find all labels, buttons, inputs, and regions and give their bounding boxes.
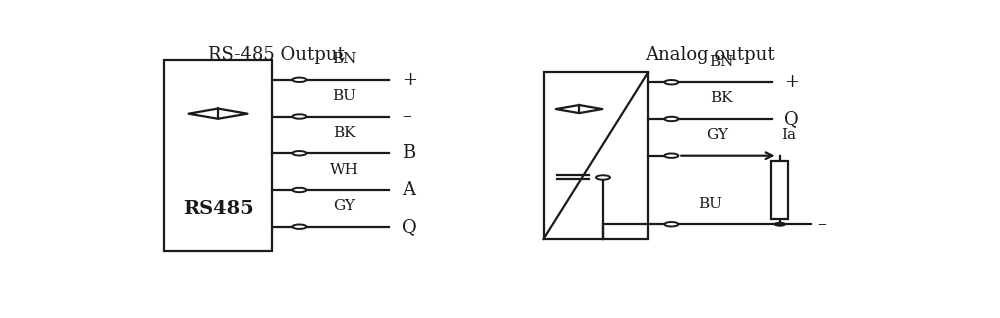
Circle shape: [664, 222, 678, 226]
Circle shape: [664, 117, 678, 121]
Text: RS485: RS485: [183, 200, 253, 218]
Text: Q: Q: [784, 110, 798, 128]
Text: B: B: [402, 144, 416, 162]
Text: A: A: [402, 181, 415, 199]
Text: BN: BN: [710, 55, 734, 69]
Text: –: –: [817, 215, 826, 233]
Circle shape: [292, 225, 306, 229]
Circle shape: [292, 78, 306, 82]
Circle shape: [664, 80, 678, 85]
Text: BK: BK: [710, 92, 733, 106]
Bar: [544, 73, 648, 239]
Circle shape: [292, 151, 306, 156]
Text: BU: BU: [698, 197, 722, 211]
Circle shape: [292, 188, 306, 192]
Text: GY: GY: [333, 199, 355, 213]
Text: Q: Q: [402, 218, 417, 236]
Text: BU: BU: [332, 89, 356, 103]
Text: +: +: [784, 73, 799, 91]
Text: Ia: Ia: [781, 128, 796, 142]
Circle shape: [774, 223, 785, 226]
Text: BN: BN: [332, 52, 356, 66]
Bar: [164, 60, 272, 251]
Text: +: +: [402, 71, 417, 89]
Circle shape: [292, 114, 306, 119]
Circle shape: [596, 175, 610, 180]
Text: BK: BK: [333, 126, 355, 140]
Text: Analog output: Analog output: [645, 45, 775, 64]
Text: WH: WH: [330, 162, 358, 176]
Text: GY: GY: [706, 128, 728, 142]
Text: –: –: [402, 107, 411, 126]
Circle shape: [664, 154, 678, 158]
Bar: [771, 161, 788, 219]
Text: RS-485 Output: RS-485 Output: [208, 45, 344, 64]
